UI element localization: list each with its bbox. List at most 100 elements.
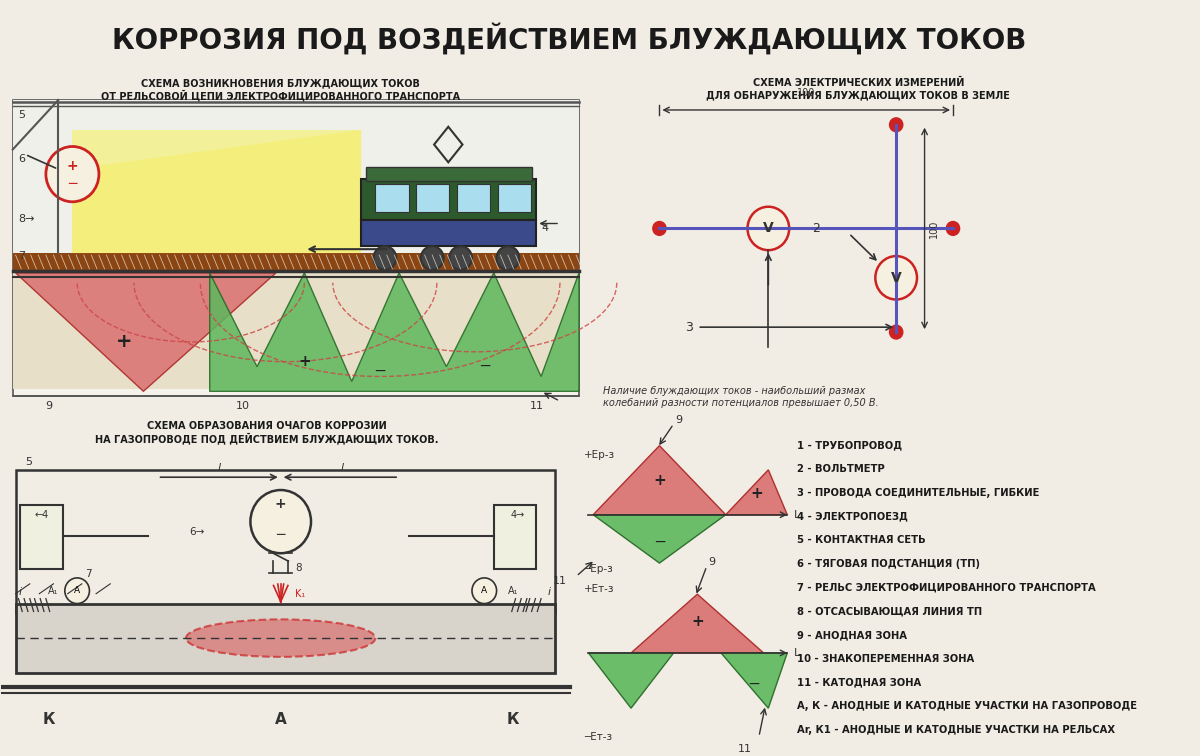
Text: 2 - ВОЛЬТМЕТР: 2 - ВОЛЬТМЕТР: [797, 464, 884, 474]
Text: K₁: K₁: [295, 589, 305, 599]
Polygon shape: [16, 273, 276, 392]
Text: A₁: A₁: [508, 586, 518, 596]
Text: A: A: [74, 586, 80, 595]
Text: 7: 7: [18, 251, 25, 261]
Text: +: +: [751, 487, 763, 501]
Polygon shape: [72, 130, 361, 253]
Text: 2: 2: [811, 222, 820, 235]
Text: СХЕМА ЭЛЕКТРИЧЕСКИХ ИЗМЕРЕНИЙ
ДЛЯ ОБНАРУЖЕНИЯ БЛУЖДАЮЩИХ ТОКОВ В ЗЕМЛЕ: СХЕМА ЭЛЕКТРИЧЕСКИХ ИЗМЕРЕНИЙ ДЛЯ ОБНАРУ…: [707, 79, 1010, 100]
Text: i: i: [547, 587, 551, 596]
Text: ─: ─: [276, 528, 284, 543]
Text: А, К - АНОДНЫЕ И КАТОДНЫЕ УЧАСТКИ НА ГАЗОПРОВОДЕ: А, К - АНОДНЫЕ И КАТОДНЫЕ УЧАСТКИ НА ГАЗ…: [797, 702, 1136, 711]
Text: КОРРОЗИЯ ПОД ВОЗДЕЙСТВИЕМ БЛУЖДАЮЩИХ ТОКОВ: КОРРОЗИЯ ПОД ВОЗДЕЙСТВИЕМ БЛУЖДАЮЩИХ ТОК…: [113, 23, 1027, 55]
Text: 4→: 4→: [510, 510, 524, 520]
Polygon shape: [588, 653, 673, 708]
Circle shape: [472, 578, 497, 603]
FancyBboxPatch shape: [13, 100, 578, 396]
Text: 11: 11: [553, 576, 566, 587]
Text: 100: 100: [929, 219, 940, 237]
Text: 8: 8: [295, 563, 301, 573]
Circle shape: [748, 206, 790, 250]
Text: 5 - КОНТАКТНАЯ СЕТЬ: 5 - КОНТАКТНАЯ СЕТЬ: [797, 535, 925, 545]
Text: V: V: [763, 222, 774, 235]
Text: +: +: [691, 615, 703, 629]
Polygon shape: [726, 469, 787, 515]
Text: 9 - АНОДНАЯ ЗОНА: 9 - АНОДНАЯ ЗОНА: [797, 631, 907, 640]
Text: 11 - КАТОДНАЯ ЗОНА: 11 - КАТОДНАЯ ЗОНА: [797, 677, 920, 688]
Text: 5: 5: [25, 457, 32, 467]
FancyBboxPatch shape: [13, 100, 578, 253]
Circle shape: [65, 578, 90, 603]
Text: A: A: [481, 586, 487, 595]
Text: ─: ─: [480, 359, 488, 374]
Circle shape: [497, 246, 520, 270]
Polygon shape: [593, 515, 726, 563]
Text: +: +: [653, 472, 666, 488]
Circle shape: [889, 118, 902, 132]
Ellipse shape: [186, 619, 376, 657]
Text: 1 - ТРУБОПРОВОД: 1 - ТРУБОПРОВОД: [797, 441, 902, 451]
FancyBboxPatch shape: [13, 253, 578, 271]
Polygon shape: [210, 273, 578, 392]
Circle shape: [947, 222, 960, 235]
Text: +Eт-з: +Eт-з: [583, 584, 614, 593]
FancyBboxPatch shape: [16, 603, 556, 673]
Text: 6→: 6→: [190, 526, 205, 537]
Text: ─: ─: [68, 177, 77, 191]
FancyBboxPatch shape: [361, 179, 536, 220]
Text: V: V: [890, 271, 901, 285]
Text: 8 - ОТСАСЫВАЮЩАЯ ЛИНИЯ ТП: 8 - ОТСАСЫВАЮЩАЯ ЛИНИЯ ТП: [797, 606, 982, 617]
Text: L: L: [794, 510, 800, 519]
Text: ─Eр-з: ─Eр-з: [583, 564, 612, 574]
Polygon shape: [72, 130, 361, 253]
Polygon shape: [721, 653, 787, 708]
Text: К: К: [42, 712, 55, 727]
Text: К: К: [506, 712, 518, 727]
FancyBboxPatch shape: [376, 184, 408, 212]
Text: 100: 100: [797, 88, 816, 98]
Circle shape: [46, 147, 98, 202]
FancyBboxPatch shape: [20, 505, 62, 569]
Text: 11: 11: [738, 744, 751, 754]
Text: 6: 6: [18, 154, 25, 164]
Text: ─Eт-з: ─Eт-з: [583, 732, 612, 742]
FancyBboxPatch shape: [13, 271, 578, 389]
Text: 3 - ПРОВОДА СОЕДИНИТЕЛЬНЫЕ, ГИБКИЕ: 3 - ПРОВОДА СОЕДИНИТЕЛЬНЫЕ, ГИБКИЕ: [797, 488, 1039, 498]
Text: 4: 4: [541, 224, 548, 234]
FancyBboxPatch shape: [366, 167, 532, 181]
Text: A₁: A₁: [48, 586, 59, 596]
Circle shape: [251, 490, 311, 553]
Text: 9: 9: [46, 401, 53, 411]
FancyBboxPatch shape: [416, 184, 449, 212]
Circle shape: [653, 222, 666, 235]
Text: СХЕМА ОБРАЗОВАНИЯ ОЧАГОВ КОРРОЗИИ
НА ГАЗОПРОВОДЕ ПОД ДЕЙСТВИЕМ БЛУЖДАЮЩИХ ТОКОВ.: СХЕМА ОБРАЗОВАНИЯ ОЧАГОВ КОРРОЗИИ НА ГАЗ…: [95, 421, 438, 445]
Text: l: l: [217, 463, 221, 473]
FancyBboxPatch shape: [361, 220, 536, 246]
Circle shape: [421, 246, 444, 270]
Text: Аr, К1 - АНОДНЫЕ И КАТОДНЫЕ УЧАСТКИ НА РЕЛЬСАХ: Аr, К1 - АНОДНЫЕ И КАТОДНЫЕ УЧАСТКИ НА Р…: [797, 725, 1115, 735]
Text: 3: 3: [685, 321, 692, 333]
Text: ─: ─: [655, 534, 664, 550]
Polygon shape: [593, 445, 726, 515]
Text: 9: 9: [676, 415, 683, 425]
Polygon shape: [631, 594, 763, 653]
Text: ─: ─: [376, 364, 385, 379]
Circle shape: [889, 325, 902, 339]
Text: 10 - ЗНАКОПЕРЕМЕННАЯ ЗОНА: 10 - ЗНАКОПЕРЕМЕННАЯ ЗОНА: [797, 654, 974, 664]
Text: 10: 10: [236, 401, 250, 411]
Text: 9: 9: [709, 557, 716, 567]
Text: А: А: [275, 712, 287, 727]
Text: 5: 5: [18, 110, 25, 120]
Text: +: +: [116, 333, 133, 352]
Text: +: +: [298, 355, 311, 369]
Text: 8→: 8→: [18, 213, 35, 224]
Circle shape: [875, 256, 917, 299]
FancyBboxPatch shape: [457, 184, 490, 212]
Text: СХЕМА ВОЗНИКНОВЕНИЯ БЛУЖДАЮЩИХ ТОКОВ
ОТ РЕЛЬСОВОЙ ЦЕПИ ЭЛЕКТРОФИЦИРОВАННОГО ТРАН: СХЕМА ВОЗНИКНОВЕНИЯ БЛУЖДАЮЩИХ ТОКОВ ОТ …: [101, 79, 461, 102]
Text: 6 - ТЯГОВАЯ ПОДСТАНЦИЯ (ТП): 6 - ТЯГОВАЯ ПОДСТАНЦИЯ (ТП): [797, 559, 979, 569]
Text: 11: 11: [529, 401, 544, 411]
Text: L: L: [794, 648, 800, 658]
Text: +: +: [66, 160, 78, 173]
Text: Наличие блуждающих токов - наибольший размах
колебаний разности потенциалов прев: Наличие блуждающих токов - наибольший ра…: [602, 386, 878, 408]
Text: ←4: ←4: [34, 510, 48, 520]
